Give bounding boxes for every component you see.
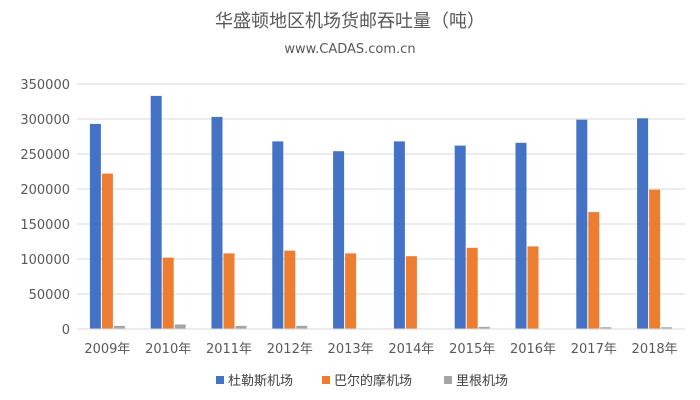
legend-label: 杜勒斯机场 <box>228 374 293 389</box>
bar-series-1-8 <box>588 212 600 329</box>
bar-series-1-9 <box>649 189 661 329</box>
x-tick-label: 2012年 <box>267 342 313 357</box>
y-tick-label: 0 <box>62 323 70 338</box>
legend-label: 巴尔的摩机场 <box>334 373 412 389</box>
bars <box>89 95 673 330</box>
bar-series-2-3 <box>296 325 308 329</box>
y-axis: 0 50000 100000 150000 200000 250000 300000 3500… <box>20 78 70 338</box>
x-axis: 2009年 2010年 2011年 2012年 2013年 2014年 2015年 2016年… <box>77 328 685 357</box>
x-tick-label: 2016年 <box>510 342 556 357</box>
y-tick-label: 50000 <box>29 288 70 303</box>
bar-series-1-5 <box>405 256 417 329</box>
x-tick-label: 2018年 <box>632 342 678 357</box>
x-tick-label: 2014年 <box>388 342 434 357</box>
legend-swatch <box>322 376 330 384</box>
bar-series-0-1 <box>150 95 162 330</box>
y-tick-label: 350000 <box>20 78 70 93</box>
legend-swatch <box>216 376 224 384</box>
bar-series-0-4 <box>333 151 345 329</box>
x-tick-label: 2017年 <box>571 342 617 357</box>
bar-series-1-6 <box>466 247 478 329</box>
y-tick-label: 100000 <box>20 253 70 268</box>
bar-series-0-2 <box>211 116 223 330</box>
bar-series-0-8 <box>576 119 588 329</box>
bar-series-2-6 <box>478 326 490 329</box>
bar-series-0-0 <box>89 123 101 330</box>
bar-series-0-5 <box>393 141 405 329</box>
y-tick-label: 150000 <box>20 218 70 233</box>
legend: 杜勒斯机场 巴尔的摩机场 里根机场 <box>216 373 508 389</box>
bar-series-1-0 <box>101 173 113 329</box>
bar-series-2-0 <box>113 325 125 329</box>
bar-series-1-2 <box>223 253 235 329</box>
bar-series-2-1 <box>174 324 186 329</box>
bar-series-2-2 <box>235 325 247 329</box>
chart-title: 华盛顿地区机场货邮吞吐量（吨） <box>215 11 485 32</box>
y-tick-label: 300000 <box>20 113 70 128</box>
x-tick-label: 2015年 <box>449 342 495 357</box>
legend-label: 里根机场 <box>456 374 508 389</box>
y-tick-label: 250000 <box>20 148 70 163</box>
gridlines <box>77 83 685 330</box>
bar-series-1-3 <box>284 250 296 329</box>
x-tick-label: 2011年 <box>206 342 252 357</box>
bar-series-1-4 <box>345 253 357 329</box>
bar-series-0-3 <box>272 141 284 329</box>
legend-swatch <box>444 376 452 384</box>
x-tick-label: 2010年 <box>145 342 191 357</box>
y-tick-label: 200000 <box>20 183 70 198</box>
x-tick-label: 2009年 <box>84 342 130 357</box>
bar-series-0-6 <box>454 145 466 329</box>
chart-subtitle: www.CADAS.com.cn <box>284 42 415 57</box>
bar-series-1-1 <box>162 257 174 329</box>
bar-series-0-9 <box>637 118 649 329</box>
bar-series-0-7 <box>515 142 527 329</box>
bar-series-2-8 <box>600 327 612 329</box>
bar-series-1-7 <box>527 246 539 329</box>
bar-series-2-9 <box>661 327 673 329</box>
x-tick-label: 2013年 <box>328 342 374 357</box>
